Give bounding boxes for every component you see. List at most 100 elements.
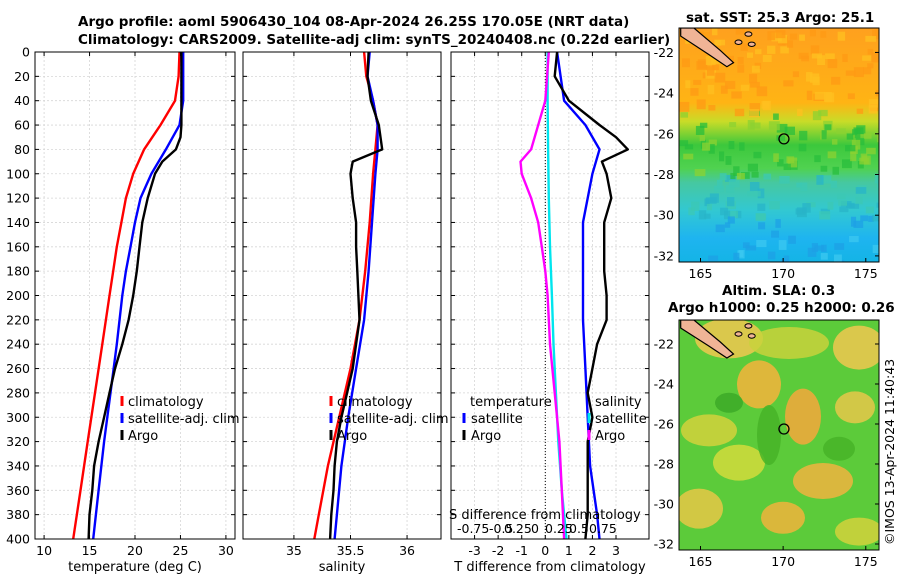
sst-pixel [740, 43, 748, 51]
sst-pixel [719, 173, 727, 181]
sst-pixel [758, 222, 766, 230]
sst-pixel [767, 45, 776, 54]
difference-panel: -3 -2 -1 0 1 2 3 T difference from climatology t… [449, 51, 650, 575]
sst-pixel [812, 111, 822, 121]
sst-pixel [706, 66, 715, 76]
land-new-caledonia [680, 320, 735, 359]
sst-pixel [798, 143, 807, 152]
sst-pixel [762, 100, 771, 111]
sst-pixel [763, 173, 772, 180]
map-y-tick-label: -24 [654, 86, 674, 101]
sst-pixel [705, 55, 716, 65]
map-x-tick-label: 175 [854, 554, 878, 569]
sst-pixel [695, 125, 705, 136]
sst-pixel [737, 56, 744, 64]
sst-pixel [753, 151, 762, 159]
sst-pixel [690, 88, 699, 96]
secondary-tick-label: 0.25 [504, 521, 532, 536]
y-tick-label: 40 [14, 93, 30, 108]
sst-pixel [867, 63, 874, 69]
sla-anomaly-blob [793, 463, 853, 499]
sst-pixel [699, 134, 706, 142]
y-tick-label: 100 [6, 166, 30, 181]
sst-pixel [847, 93, 855, 100]
sst-pixel [685, 80, 691, 89]
sst-pixel [817, 55, 826, 66]
sst-pixel [868, 105, 878, 114]
sst-pixel [821, 130, 827, 140]
sst-pixel [814, 91, 825, 100]
sst-pixel [799, 130, 808, 141]
sst-pixel [838, 200, 848, 206]
sst-pixel [842, 53, 848, 63]
sst-pixel [683, 153, 694, 160]
legend-label: Argo [128, 429, 158, 444]
sst-pixel [852, 129, 858, 136]
sst-map-title: sat. SST: 25.3 Argo: 25.1 [686, 10, 875, 26]
y-tick-label: 240 [6, 337, 30, 352]
y-tick-label: 360 [6, 483, 30, 498]
secondary-tick-label: 0.75 [589, 521, 617, 536]
x-tick-label: 2 [588, 543, 596, 558]
x-tick-label: -3 [468, 543, 480, 558]
sla-map-title-2: Argo h1000: 0.25 h2000: 0.26 [668, 300, 895, 316]
legend-label: satellite [471, 412, 523, 427]
sst-pixel [830, 180, 838, 189]
sst-pixel [868, 215, 874, 222]
y-tick-label: 20 [14, 69, 30, 84]
sla-anomaly-blob [833, 325, 879, 370]
secondary-tick-label: 0.5 [569, 521, 589, 536]
sst-pixel [740, 84, 750, 91]
sst-pixel [756, 239, 767, 248]
sst-pixel [776, 123, 788, 133]
sst-pixel [799, 34, 805, 41]
sst-pixel [712, 62, 719, 71]
legend-label: satellite-adj. clim [337, 412, 449, 427]
sst-pixel [806, 72, 813, 82]
sst-pixel [820, 165, 828, 172]
sst-pixel [771, 230, 780, 238]
sst-pixel [750, 122, 761, 129]
map-y-tick-label: -32 [654, 537, 674, 552]
y-tick-label: 80 [14, 142, 30, 157]
sla-anomaly-blob [835, 391, 875, 424]
sst-pixel [836, 128, 846, 134]
sst-pixel [820, 253, 828, 260]
x-tick-label: 10 [36, 543, 52, 558]
map-y-tick-label: -28 [654, 457, 674, 472]
sst-pixel [684, 144, 694, 150]
series-line-satellite-adj-clim [92, 52, 185, 540]
y-tick-label: 0 [22, 45, 30, 60]
sst-pixel [775, 30, 786, 39]
sst-pixel [704, 213, 711, 219]
x-tick-label: 30 [218, 543, 234, 558]
y-tick-label: 160 [6, 239, 30, 254]
y-tick-label: 260 [6, 361, 30, 376]
sst-pixel [851, 139, 861, 150]
sst-pixel [767, 251, 776, 260]
sst-pixel [820, 31, 827, 38]
map-y-tick-label: -26 [654, 126, 674, 141]
sst-pixel [681, 58, 690, 68]
sst-pixel [708, 139, 717, 146]
sst-pixel [825, 53, 835, 60]
sst-pixel [819, 211, 831, 220]
sst-pixel [860, 215, 869, 222]
sst-pixel [731, 91, 742, 99]
sst-pixel [702, 142, 711, 151]
y-tick-label: 120 [6, 191, 30, 206]
sst-pixel [878, 31, 879, 40]
sst-pixel [860, 153, 868, 162]
sst-pixel [688, 207, 695, 216]
map-x-tick-label: 170 [771, 554, 795, 569]
sst-pixel [776, 135, 786, 141]
sst-pixel [708, 255, 719, 261]
sst-pixel [798, 52, 809, 59]
series-line-argo [328, 51, 384, 540]
sst-pixel [783, 163, 791, 171]
sst-pixel [872, 244, 879, 254]
sst-pixel [827, 151, 837, 159]
map-x-tick-label: 165 [689, 266, 713, 281]
sla-anomaly-blob [715, 392, 743, 413]
sst-pixel [746, 52, 754, 58]
